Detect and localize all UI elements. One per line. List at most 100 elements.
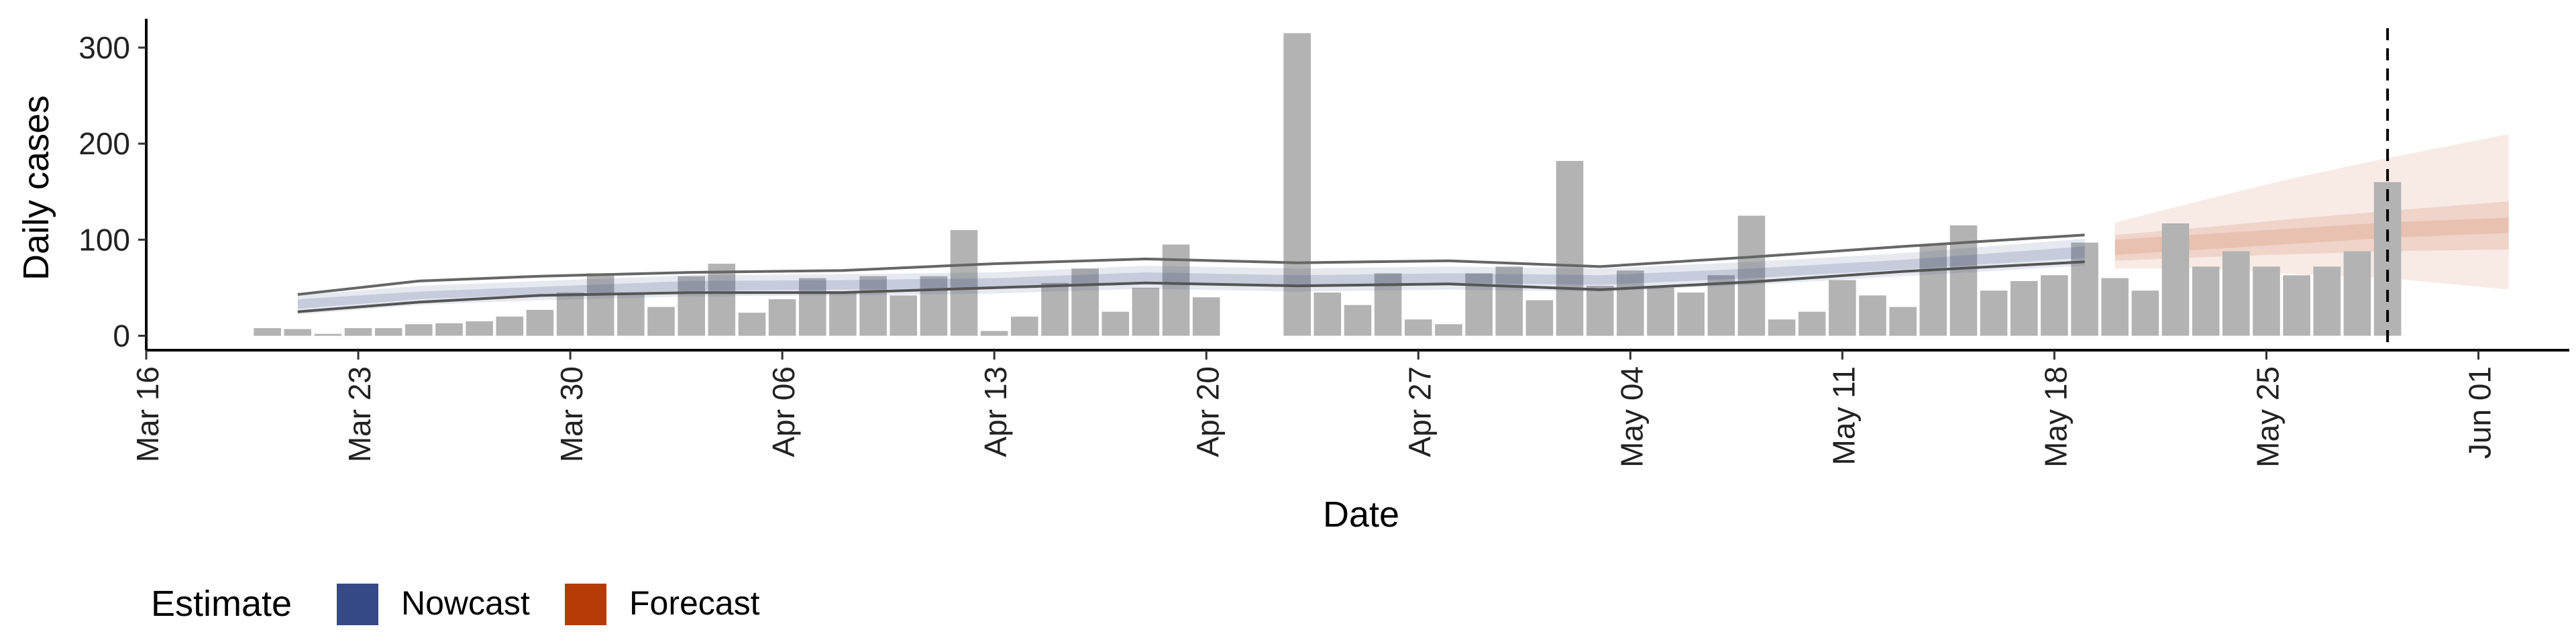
legend: Estimate Nowcast Forecast bbox=[151, 584, 760, 625]
daily-cases-bar bbox=[1919, 244, 1947, 336]
daily-cases-bar bbox=[1405, 319, 1432, 336]
daily-cases-bar bbox=[859, 276, 887, 336]
daily-cases-bar bbox=[1041, 282, 1069, 336]
legend-label-nowcast: Nowcast bbox=[401, 584, 530, 622]
daily-cases-bar bbox=[2101, 278, 2129, 336]
daily-cases-bar bbox=[1435, 324, 1462, 336]
daily-cases-bar bbox=[1495, 266, 1523, 336]
daily-cases-bar bbox=[1525, 300, 1554, 336]
legend-title: Estimate bbox=[151, 584, 292, 624]
daily-cases-bar bbox=[1556, 160, 1584, 336]
x-tick-label: Apr 13 bbox=[978, 366, 1013, 458]
daily-cases-bar bbox=[2343, 251, 2371, 336]
daily-cases-bar bbox=[1011, 316, 1038, 336]
daily-cases-bar bbox=[950, 230, 978, 336]
daily-cases-bar bbox=[768, 299, 796, 336]
nowcast-upper-line bbox=[297, 233, 2085, 296]
daily-cases-bar bbox=[2041, 275, 2068, 336]
daily-cases-bar bbox=[496, 316, 524, 336]
daily-cases-bar bbox=[466, 321, 493, 336]
daily-cases-bar bbox=[1889, 307, 1917, 336]
daily-cases-bar bbox=[1980, 290, 2008, 336]
daily-cases-bar bbox=[1647, 287, 1674, 336]
daily-cases-bar bbox=[2313, 266, 2341, 336]
daily-cases-bar bbox=[2071, 242, 2098, 336]
daily-cases-bar bbox=[1586, 286, 1614, 336]
y-axis-title: Daily cases bbox=[16, 95, 56, 280]
daily-cases-bar bbox=[1737, 215, 1766, 336]
daily-cases-bar bbox=[1768, 319, 1796, 336]
daily-cases-bar bbox=[1132, 287, 1160, 336]
daily-cases-bar bbox=[556, 292, 584, 336]
x-tick-label: Jun 01 bbox=[2463, 366, 2498, 459]
legend-swatch-nowcast bbox=[337, 584, 378, 625]
daily-cases-bar bbox=[2131, 290, 2159, 336]
nowcast-bands bbox=[297, 233, 2085, 315]
daily-cases-bar bbox=[1829, 280, 1856, 336]
daily-cases-bar bbox=[405, 324, 433, 336]
daily-cases-bar bbox=[374, 328, 402, 336]
daily-cases-bar bbox=[1677, 292, 1705, 336]
y-tick-label: 200 bbox=[78, 126, 130, 161]
daily-cases-bar bbox=[1707, 275, 1735, 336]
x-axis-title: Date bbox=[1323, 494, 1399, 535]
legend-swatch-forecast bbox=[565, 584, 606, 625]
daily-cases-bar bbox=[1798, 311, 1826, 336]
daily-cases-bar bbox=[2161, 223, 2190, 336]
y-tick-label: 0 bbox=[113, 319, 130, 354]
daily-cases-bar bbox=[1344, 305, 1372, 336]
nowcast-lower-line bbox=[297, 260, 2085, 313]
daily-cases-bar bbox=[617, 292, 645, 336]
daily-cases-bar bbox=[1071, 268, 1099, 336]
forecast-inner-band bbox=[2114, 201, 2509, 261]
daily-cases-bar bbox=[586, 273, 614, 336]
daily-cases-bar bbox=[2010, 280, 2038, 336]
x-tick-label: May 04 bbox=[1614, 366, 1649, 468]
nowcast-outer-band bbox=[297, 238, 2085, 315]
y-tick-label: 100 bbox=[78, 222, 130, 257]
x-tick-label: Apr 27 bbox=[1402, 366, 1437, 458]
x-axis: Mar 16 Mar 23 Mar 30 Apr 06 Apr 13 Apr 20 Apr … bbox=[130, 349, 2569, 468]
x-tick-label: May 25 bbox=[2251, 366, 2286, 468]
daily-cases-bar bbox=[284, 329, 311, 336]
daily-cases-bar bbox=[799, 278, 826, 336]
forecast-bands bbox=[2114, 133, 2509, 290]
forecast-outer-band bbox=[2114, 133, 2509, 290]
x-tick-label: Apr 06 bbox=[766, 366, 801, 458]
daily-cases-bar bbox=[1102, 311, 1130, 336]
daily-cases-bar bbox=[2192, 266, 2220, 336]
daily-cases-bar bbox=[738, 313, 766, 336]
daily-cases-bar bbox=[2253, 266, 2280, 336]
daily-cases-bar bbox=[254, 328, 281, 336]
x-tick-label: May 18 bbox=[2038, 366, 2073, 468]
daily-cases-bar bbox=[708, 264, 736, 336]
daily-cases-bar bbox=[920, 276, 948, 336]
daily-cases-bar bbox=[2222, 251, 2250, 336]
legend-label-forecast: Forecast bbox=[629, 584, 760, 622]
daily-cases-bar bbox=[526, 309, 554, 336]
daily-cases-bar bbox=[1313, 292, 1342, 336]
daily-cases-bar bbox=[829, 292, 857, 336]
bars bbox=[254, 33, 2402, 336]
daily-cases-bar bbox=[1617, 270, 1644, 336]
y-tick-label: 300 bbox=[78, 30, 130, 65]
x-tick-label: Mar 16 bbox=[130, 366, 165, 462]
x-tick-label: Mar 23 bbox=[342, 366, 377, 462]
y-axis: 0 100 200 300 bbox=[78, 19, 148, 354]
daily-cases-bar bbox=[1192, 297, 1220, 336]
x-tick-label: Mar 30 bbox=[554, 366, 589, 462]
daily-cases-bar bbox=[647, 307, 675, 336]
daily-cases-bar bbox=[435, 323, 463, 336]
daily-cases-bar bbox=[890, 295, 917, 336]
daily-cases-bar bbox=[344, 328, 372, 336]
x-tick-label: Apr 20 bbox=[1190, 366, 1225, 458]
forecast-median-band bbox=[2114, 217, 2509, 256]
daily-cases-bar bbox=[314, 333, 342, 336]
nowcast-inner-band bbox=[297, 246, 2085, 309]
daily-cases-bar bbox=[1859, 295, 1886, 336]
daily-cases-bar bbox=[2283, 275, 2310, 336]
x-tick-label: May 11 bbox=[1826, 366, 1861, 465]
daily-cases-bar bbox=[980, 331, 1008, 336]
daily-cases-bar bbox=[678, 276, 705, 336]
